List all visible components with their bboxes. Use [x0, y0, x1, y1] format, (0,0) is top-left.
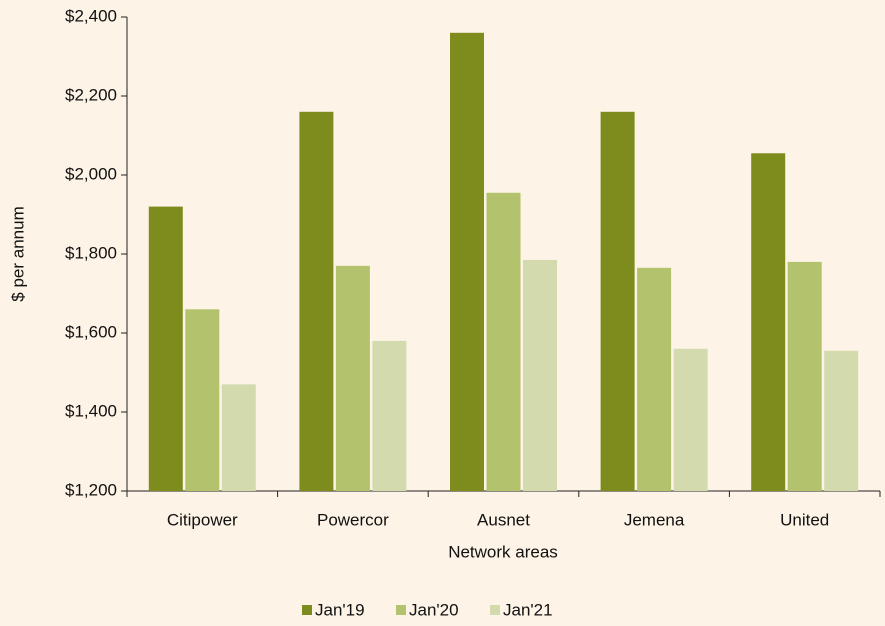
x-tick-label: United — [780, 510, 829, 529]
bar — [148, 206, 183, 491]
x-axis-title: Network areas — [448, 542, 558, 561]
y-tick-label: $1,800 — [65, 243, 117, 262]
legend-label: Jan'19 — [315, 600, 365, 619]
bar — [221, 384, 256, 491]
y-tick-label: $1,600 — [65, 322, 117, 341]
bar — [486, 192, 521, 491]
legend-swatch — [302, 605, 312, 615]
bar — [751, 153, 786, 491]
bar — [673, 348, 708, 491]
bar — [523, 259, 557, 491]
y-tick-label: $1,200 — [65, 480, 117, 499]
y-axis-title: $ per annum — [8, 206, 27, 301]
bar — [299, 111, 334, 492]
y-tick-label: $2,000 — [65, 164, 117, 183]
y-tick-label: $1,400 — [65, 401, 117, 420]
x-tick-label: Jemena — [624, 510, 685, 529]
bar — [185, 309, 220, 491]
bar — [450, 32, 484, 492]
y-tick-label: $2,400 — [65, 6, 117, 25]
bar — [824, 350, 859, 491]
x-tick-label: Powercor — [317, 510, 389, 529]
legend-swatch — [490, 605, 500, 615]
legend-swatch — [396, 605, 406, 615]
x-tick-label: Ausnet — [477, 510, 530, 529]
legend-label: Jan'21 — [503, 600, 553, 619]
bar — [372, 340, 407, 491]
bar — [600, 111, 635, 492]
bar — [637, 267, 672, 491]
y-tick-label: $2,200 — [65, 85, 117, 104]
x-tick-label: Citipower — [167, 510, 238, 529]
bar — [335, 265, 370, 491]
legend-label: Jan'20 — [409, 600, 459, 619]
bar — [787, 261, 822, 491]
